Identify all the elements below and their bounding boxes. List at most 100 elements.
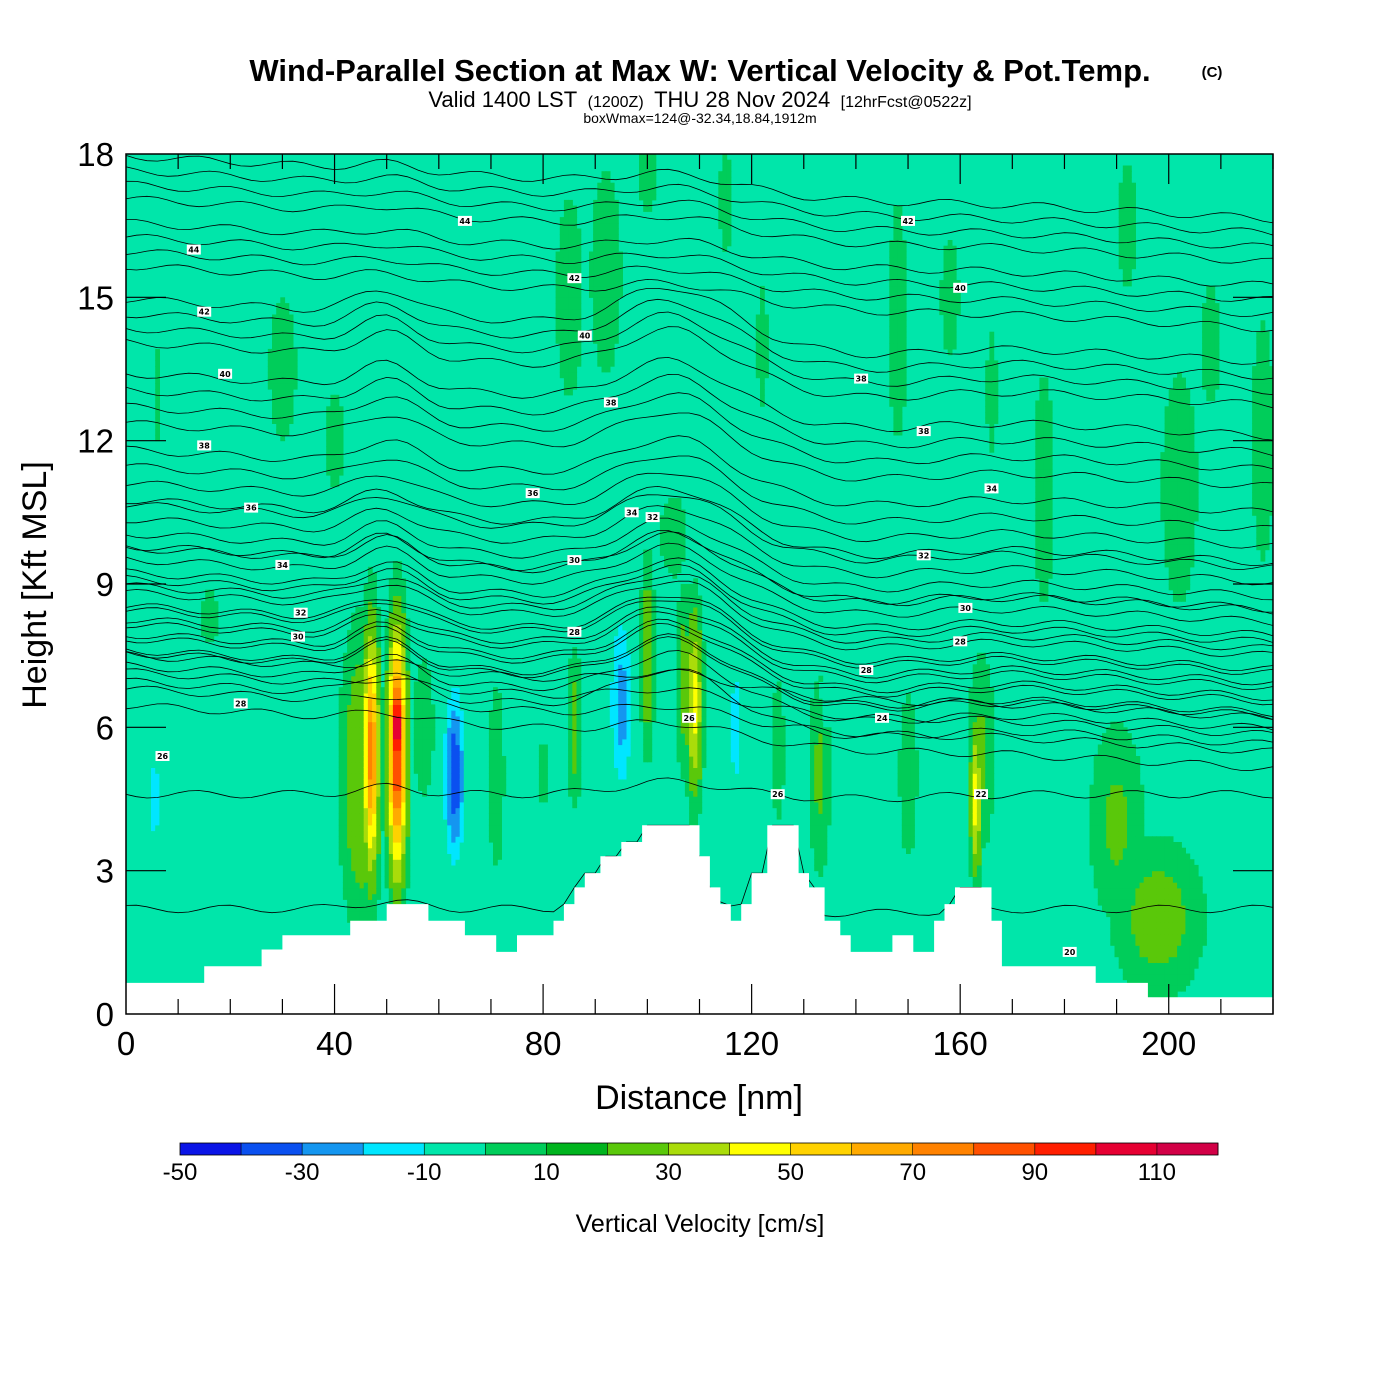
velocity-cell — [735, 692, 740, 700]
velocity-cell — [267, 377, 273, 384]
velocity-cell — [280, 383, 286, 390]
velocity-cell — [1147, 979, 1153, 986]
velocity-cell — [538, 784, 544, 791]
velocity-cell — [897, 354, 903, 361]
velocity-cell — [538, 750, 544, 757]
velocity-cell — [739, 778, 744, 786]
velocity-cell — [572, 698, 578, 705]
velocity-cell — [384, 750, 390, 757]
velocity-cell — [1110, 899, 1116, 906]
velocity-cell — [397, 584, 402, 591]
velocity-cell — [359, 916, 365, 923]
velocity-cell — [347, 824, 352, 832]
velocity-cell — [376, 727, 382, 734]
velocity-cell — [947, 348, 953, 356]
velocity-cell — [609, 205, 615, 212]
velocity-cell — [1122, 733, 1128, 740]
velocity-cell — [342, 870, 348, 877]
velocity-cell — [605, 715, 611, 723]
velocity-cell — [614, 331, 619, 338]
velocity-cell — [572, 285, 578, 293]
velocity-cell — [568, 337, 573, 344]
velocity-cell — [146, 756, 152, 763]
velocity-cell — [818, 790, 824, 797]
velocity-cell — [901, 750, 907, 757]
velocity-cell — [889, 240, 895, 247]
velocity-cell — [643, 658, 648, 665]
velocity-cell — [981, 721, 986, 728]
velocity-cell — [1139, 893, 1145, 900]
velocity-cell — [614, 245, 619, 252]
velocity-cell — [935, 761, 940, 768]
velocity-cell — [376, 778, 382, 786]
velocity-cell — [647, 154, 653, 161]
velocity-cell — [392, 773, 398, 780]
velocity-cell — [622, 715, 628, 723]
velocity-cell — [826, 738, 832, 746]
velocity-cell — [1102, 738, 1107, 746]
velocity-cell — [647, 710, 653, 717]
velocity-cell — [876, 761, 882, 768]
velocity-cell — [1164, 882, 1170, 889]
velocity-cell — [559, 308, 565, 316]
velocity-cell — [726, 228, 732, 235]
velocity-cell — [981, 784, 986, 791]
velocity-cell — [476, 744, 482, 751]
velocity-cell — [693, 773, 698, 780]
velocity-cell — [576, 698, 582, 705]
velocity-cell — [664, 704, 669, 711]
velocity-cell — [401, 773, 407, 780]
velocity-cell — [1110, 847, 1116, 854]
velocity-cell — [651, 675, 657, 682]
velocity-cell — [597, 331, 603, 338]
velocity-cell — [405, 750, 411, 757]
velocity-cell — [326, 452, 331, 459]
velocity-cell — [272, 412, 277, 419]
velocity-cell — [426, 710, 432, 717]
velocity-cell — [388, 624, 394, 631]
velocity-cell — [1106, 836, 1111, 843]
velocity-cell — [572, 257, 578, 264]
velocity-cell — [743, 733, 749, 740]
velocity-cell — [217, 830, 223, 837]
velocity-cell — [447, 824, 452, 832]
velocity-cell — [405, 756, 411, 763]
velocity-cell — [730, 687, 736, 694]
velocity-cell — [1114, 778, 1120, 786]
velocity-cell — [355, 756, 361, 763]
velocity-cell — [743, 744, 749, 751]
velocity-cell — [814, 715, 819, 723]
velocity-cell — [1122, 887, 1128, 895]
velocity-cell — [976, 778, 982, 786]
velocity-cell — [822, 692, 828, 700]
velocity-cell — [722, 199, 728, 207]
velocity-cell — [359, 847, 365, 854]
velocity-cell — [355, 612, 361, 619]
velocity-cell — [376, 652, 382, 660]
velocity-cell — [897, 348, 903, 356]
velocity-cell — [1147, 956, 1153, 963]
velocity-cell — [351, 733, 356, 740]
velocity-cell — [568, 262, 573, 270]
velocity-cell — [359, 836, 365, 843]
velocity-cell — [392, 738, 398, 746]
velocity-cell — [497, 744, 502, 751]
velocity-cell — [384, 859, 390, 866]
velocity-cell — [943, 337, 949, 344]
velocity-cell — [405, 784, 411, 791]
velocity-cell — [418, 675, 423, 682]
velocity-cell — [1035, 566, 1041, 574]
velocity-cell — [1156, 870, 1161, 877]
velocity-cell — [213, 864, 219, 872]
velocity-cell — [1106, 750, 1111, 757]
velocity-cell — [443, 710, 448, 717]
velocity-cell — [614, 801, 619, 809]
velocity-cell — [947, 297, 953, 304]
velocity-cell — [760, 326, 765, 333]
velocity-cell — [776, 807, 782, 814]
velocity-cell — [342, 750, 348, 757]
velocity-cell — [993, 371, 999, 379]
velocity-cell — [780, 727, 786, 734]
velocity-cell — [1039, 486, 1045, 493]
velocity-cell — [976, 681, 982, 688]
